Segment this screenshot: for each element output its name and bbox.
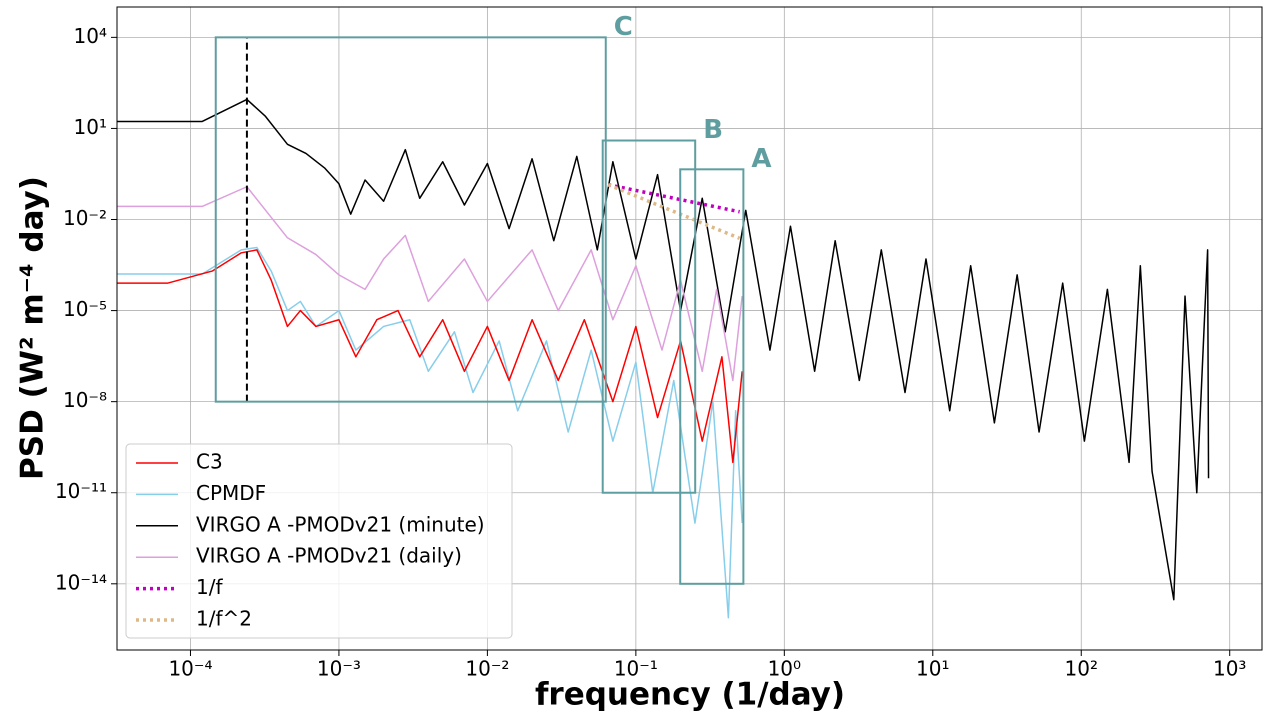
x-tick-label: 10⁻⁴ (168, 657, 212, 681)
legend-label: 1/f^2 (196, 607, 252, 631)
y-tick-label: 10⁻¹⁴ (55, 570, 107, 594)
series-line (117, 249, 743, 464)
legend-label: VIRGO A -PMODv21 (daily) (196, 544, 462, 568)
region-box (214, 36, 607, 403)
region-box (679, 168, 745, 585)
series-line (607, 183, 741, 240)
y-tick-label: 10⁴ (74, 24, 107, 48)
series-line (607, 182, 740, 214)
legend-label: C3 (196, 450, 223, 474)
y-axis-label: PSD (W² m⁻⁴ day) (15, 176, 51, 480)
y-tick-label: 10⁻⁸ (63, 388, 107, 412)
legend-box (125, 443, 513, 639)
y-tick-label: 10⁻² (63, 206, 107, 230)
x-tick-label: 10⁻² (465, 657, 509, 681)
x-tick-label: 10⁰ (768, 657, 801, 681)
region-box (601, 139, 697, 494)
x-tick-label: 10⁻³ (317, 657, 361, 681)
x-tick-label: 10⁻¹ (614, 657, 658, 681)
x-axis-label: frequency (1/day) (535, 677, 845, 713)
plot-area: C BA (117, 12, 1210, 619)
y-tick-label: 10⁻¹¹ (55, 479, 107, 503)
legend: C3 CPMDF VIRGO A -PMODv21 (minute) VIRGO A … (125, 443, 513, 639)
legend-label: VIRGO A -PMODv21 (minute) (196, 512, 485, 536)
region-label: A (751, 144, 771, 174)
x-tick-label: 10² (1065, 657, 1098, 681)
series-line (117, 98, 1210, 601)
x-tick-label: 10¹ (916, 657, 949, 681)
ticks: 10⁻⁴ 10⁻³ 10⁻² 10⁻¹ 10⁰ 10¹ 10² 10³ 10⁻¹⁴ 10⁻¹¹ 10… (55, 24, 1246, 681)
region-label: C (614, 12, 633, 42)
legend-label: CPMDF (196, 481, 266, 505)
y-tick-label: 10¹ (74, 115, 107, 139)
series-line (117, 186, 743, 382)
region-label: B (703, 115, 723, 145)
y-tick-label: 10⁻⁵ (63, 297, 107, 321)
axes-frame (116, 6, 1263, 651)
x-tick-label: 10³ (1213, 657, 1246, 681)
legend-label: 1/f (196, 575, 223, 599)
